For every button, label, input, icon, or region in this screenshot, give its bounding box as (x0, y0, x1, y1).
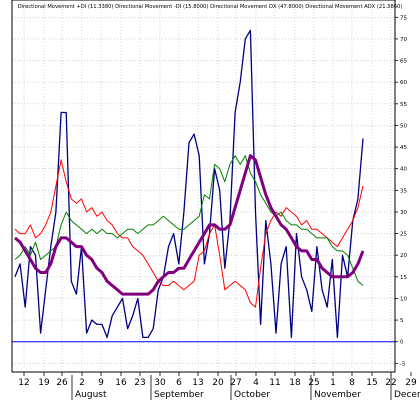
y-tick-label: 5 (400, 318, 404, 324)
x-day-label: 16 (115, 378, 127, 388)
y-tick-label: 25 (400, 232, 407, 238)
y-tick-label: -5 (400, 361, 406, 367)
y-tick-label: 50 (400, 123, 407, 129)
y-tick-label: 75 (400, 15, 407, 21)
y-tick-label: 30 (400, 210, 407, 216)
series-line-minus-di (14, 159, 364, 308)
y-tick-label: 45 (400, 145, 407, 151)
x-day-label: 9 (98, 378, 104, 388)
y-tick-label: 35 (400, 188, 407, 194)
gridlines (12, 0, 395, 372)
series-line-dx (14, 29, 364, 339)
x-month-label: Decen (394, 390, 420, 400)
series-lines (14, 29, 365, 339)
y-tick-label: 0 (400, 340, 404, 346)
y-tick-label: 10 (400, 296, 407, 302)
series-line-adx (14, 154, 365, 296)
x-day-label: 23 (134, 378, 145, 388)
series-line-plus-di (14, 155, 364, 286)
y-tick-label: 40 (400, 167, 407, 173)
x-day-label: 15 (366, 378, 377, 388)
y-axis-labels: -5 0 5 10 15 20 25 30 35 40 45 50 55 60 65 70 75 (395, 15, 407, 367)
x-axis: 1219262916233061320274111825181522296Aug… (12, 371, 420, 400)
x-day-label: 26 (56, 378, 68, 388)
x-day-label: 8 (349, 378, 355, 388)
y-tick-label: 70 (400, 37, 407, 43)
y-tick-label: 65 (400, 59, 407, 65)
x-month-label: November (314, 390, 361, 400)
x-day-label: 18 (289, 378, 301, 388)
x-day-label: 1 (330, 378, 336, 388)
x-day-label: 11 (269, 378, 280, 388)
x-day-label: 13 (192, 378, 203, 388)
x-day-label: 25 (308, 378, 319, 388)
y-tick-label: 60 (400, 80, 407, 86)
x-day-label: 6 (176, 378, 182, 388)
y-tick-label: 20 (400, 253, 407, 259)
x-day-label: 29 (405, 378, 417, 388)
x-day-label: 30 (154, 378, 166, 388)
x-day-label: 12 (18, 378, 29, 388)
x-month-label: September (154, 390, 204, 400)
y-tick-label: 55 (400, 102, 407, 108)
chart-title: Directional Movement +DI (11.3380) Direc… (18, 4, 403, 10)
x-month-label: August (75, 390, 107, 400)
y-tick-label: 15 (400, 275, 407, 281)
x-day-label: 19 (38, 378, 50, 388)
x-month-label: October (234, 390, 270, 400)
x-day-label: 4 (253, 378, 259, 388)
x-day-label: 2 (79, 378, 85, 388)
x-day-label: 20 (212, 378, 224, 388)
x-day-label: 27 (230, 378, 241, 388)
